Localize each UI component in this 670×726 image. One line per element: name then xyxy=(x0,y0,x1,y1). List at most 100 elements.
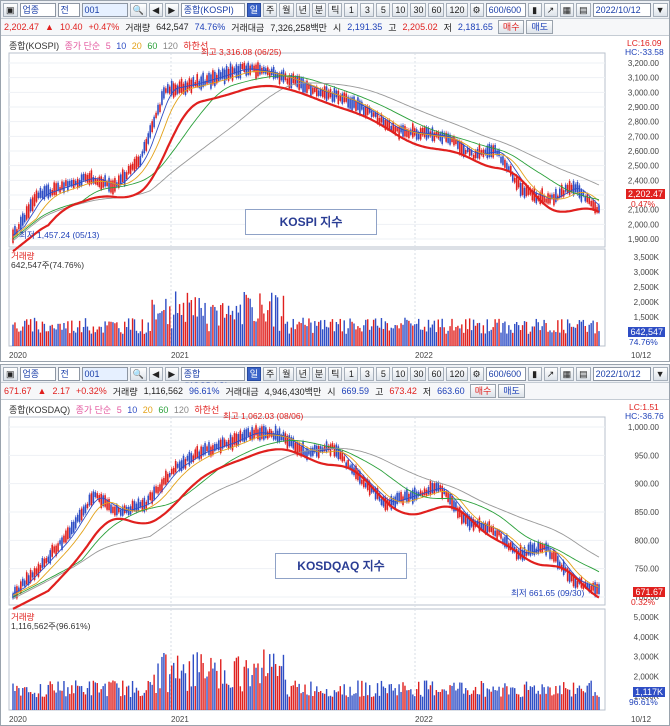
volume-bar xyxy=(466,329,469,346)
interval-button[interactable]: 5 xyxy=(376,366,391,381)
calendar-picker-icon[interactable]: ▼ xyxy=(652,366,668,381)
interval-button[interactable]: 120 xyxy=(446,2,468,17)
period-week-button[interactable]: 주 xyxy=(263,366,278,381)
interval-button[interactable]: 60 xyxy=(428,366,445,381)
period-day-button[interactable]: 일 xyxy=(246,366,262,381)
buy-button[interactable]: 매수 xyxy=(469,384,497,398)
interval-button[interactable]: 3 xyxy=(360,2,375,17)
volume-bar xyxy=(220,659,222,710)
volume-bar xyxy=(190,300,193,346)
interval-button[interactable]: 30 xyxy=(410,2,427,17)
code-input[interactable]: 001 xyxy=(81,366,128,381)
candle-body xyxy=(41,190,44,199)
date-field[interactable]: 2022/10/12 xyxy=(592,366,651,381)
open-value: 669.59 xyxy=(341,386,370,396)
volume-bar xyxy=(500,696,502,710)
settings-icon[interactable]: ⚙ xyxy=(469,366,484,381)
settings-icon[interactable]: ⚙ xyxy=(469,2,484,17)
period-month-button[interactable]: 월 xyxy=(279,2,294,17)
candle-body xyxy=(288,75,291,89)
candle-body xyxy=(568,181,571,195)
prev-icon[interactable]: ◀ xyxy=(148,366,163,381)
market-select[interactable]: 업종 xyxy=(19,2,56,17)
buy-button[interactable]: 매수 xyxy=(497,20,525,34)
period-tick-button[interactable]: 틱 xyxy=(328,366,343,381)
next-icon[interactable]: ▶ xyxy=(164,366,179,381)
grid-icon[interactable]: ▦ xyxy=(559,2,575,17)
candle-body xyxy=(323,445,326,452)
volume-bar xyxy=(468,694,471,710)
code-input[interactable]: 001 xyxy=(81,2,128,17)
window-icon[interactable]: ▣ xyxy=(3,366,18,381)
period-tick-button[interactable]: 틱 xyxy=(328,2,343,17)
interval-button[interactable]: 30 xyxy=(410,366,427,381)
sell-button[interactable]: 매도 xyxy=(498,384,525,398)
candle-body xyxy=(208,72,210,84)
interval-button[interactable]: 1 xyxy=(344,2,359,17)
period-week-button[interactable]: 주 xyxy=(263,2,278,17)
ma-60-line xyxy=(12,75,600,240)
candle-body xyxy=(143,497,146,512)
period-day-button[interactable]: 일 xyxy=(246,2,262,17)
grid-icon[interactable]: ▦ xyxy=(559,366,575,381)
sell-button[interactable]: 매도 xyxy=(526,20,554,34)
chart-type-icon[interactable]: ↗ xyxy=(543,366,558,381)
volume-bar xyxy=(141,319,144,346)
candle-body xyxy=(431,482,434,494)
volume-bar xyxy=(533,326,536,346)
zoom-icon[interactable]: ▮ xyxy=(527,366,542,381)
candle-body xyxy=(176,463,179,468)
high-value: 2,205.02 xyxy=(402,22,438,32)
volume-bar xyxy=(84,318,87,346)
chart-type-icon[interactable]: ↗ xyxy=(543,2,558,17)
count-field[interactable]: 600/600 xyxy=(485,366,526,381)
zoom-icon[interactable]: ▮ xyxy=(527,2,542,17)
calendar-picker-icon[interactable]: ▼ xyxy=(652,2,668,17)
volume-bar xyxy=(59,323,61,346)
candle-body xyxy=(100,493,102,508)
mode-select[interactable]: 전 xyxy=(57,2,80,17)
volume-bar xyxy=(427,319,430,346)
calendar-icon[interactable]: ▤ xyxy=(576,2,591,17)
mode-select[interactable]: 전 xyxy=(57,366,80,381)
candle-body xyxy=(255,425,257,436)
period-min-button[interactable]: 분 xyxy=(311,366,327,381)
candle-body xyxy=(290,75,293,88)
interval-button[interactable]: 120 xyxy=(446,366,468,381)
search-icon[interactable]: 🔍 xyxy=(129,2,147,17)
interval-button[interactable]: 10 xyxy=(392,2,409,17)
period-min-button[interactable]: 분 xyxy=(311,2,327,17)
candle-body xyxy=(472,518,475,531)
interval-button[interactable]: 1 xyxy=(344,366,359,381)
next-icon[interactable]: ▶ xyxy=(164,2,179,17)
volume-bar xyxy=(26,319,28,346)
volume-bar xyxy=(476,323,479,346)
interval-button[interactable]: 3 xyxy=(360,366,375,381)
volume-bar xyxy=(312,332,314,346)
volume-bar xyxy=(206,676,208,710)
candle-body xyxy=(192,455,195,462)
interval-button[interactable]: 60 xyxy=(428,2,445,17)
candle-body xyxy=(525,185,528,196)
candle-body xyxy=(361,101,363,110)
volume-bar xyxy=(365,682,367,710)
period-year-button[interactable]: 년 xyxy=(295,366,310,381)
count-field[interactable]: 600/600 xyxy=(485,2,526,17)
market-select[interactable]: 업종 xyxy=(19,366,56,381)
search-icon[interactable]: 🔍 xyxy=(129,366,147,381)
candle-body xyxy=(364,482,367,488)
calendar-icon[interactable]: ▤ xyxy=(576,366,591,381)
volume-bar xyxy=(510,329,512,346)
candle-body xyxy=(65,530,67,543)
window-icon[interactable]: ▣ xyxy=(3,2,18,17)
interval-button[interactable]: 10 xyxy=(392,366,409,381)
candle-body xyxy=(137,156,140,167)
period-year-button[interactable]: 년 xyxy=(295,2,310,17)
prev-icon[interactable]: ◀ xyxy=(148,2,163,17)
volume-tick-label: 3,000K xyxy=(634,653,660,662)
interval-button[interactable]: 5 xyxy=(376,2,391,17)
period-month-button[interactable]: 월 xyxy=(279,366,294,381)
candle-body xyxy=(462,145,465,158)
volume-bar xyxy=(490,329,492,346)
date-field[interactable]: 2022/10/12 xyxy=(592,2,651,17)
